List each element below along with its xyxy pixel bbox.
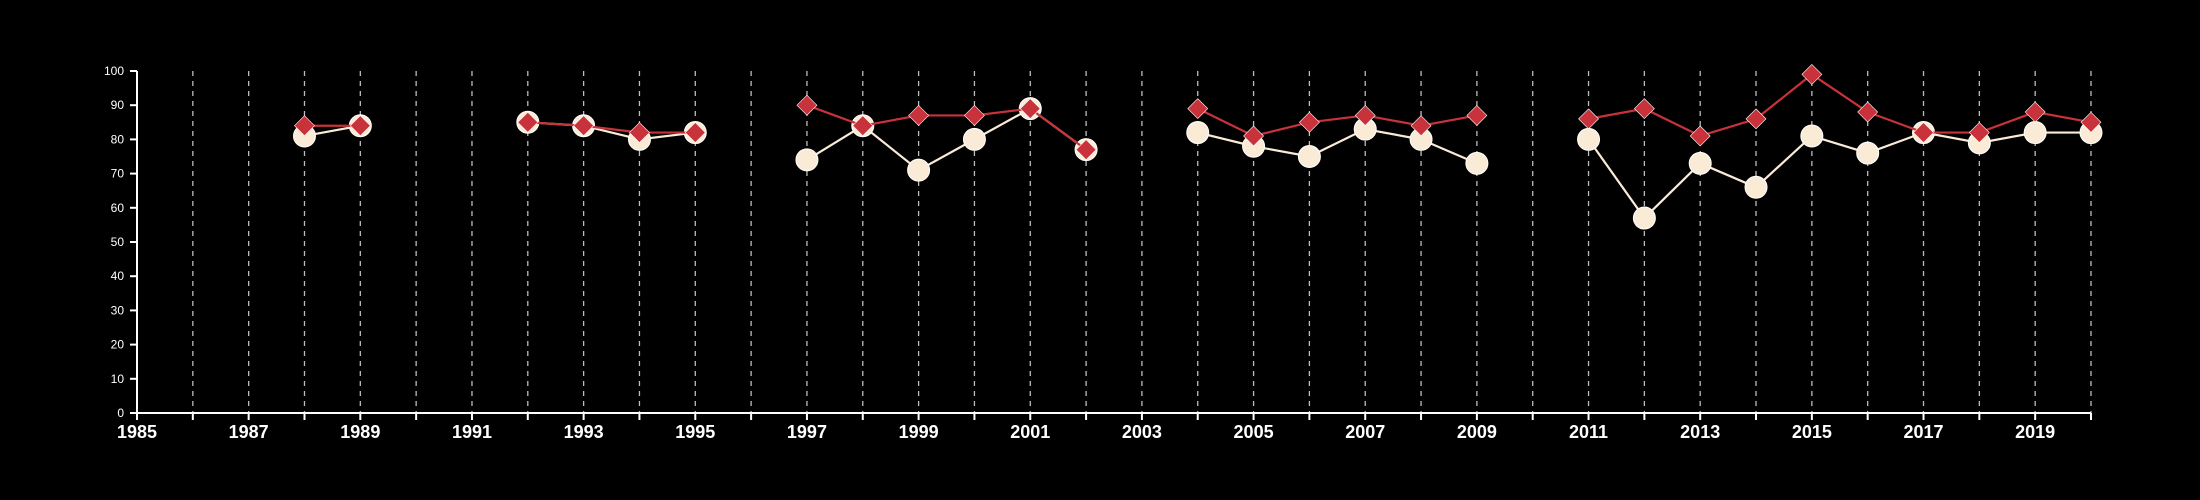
x-tick-label: 1991 [452, 422, 492, 442]
x-tick-label: 1999 [899, 422, 939, 442]
data-point-circle [1465, 151, 1489, 175]
data-point-diamond [1857, 101, 1879, 123]
data-point-circle [1577, 127, 1601, 151]
x-tick-label: 2019 [2015, 422, 2055, 442]
data-point-diamond [1354, 105, 1376, 126]
data-point-diamond [1298, 111, 1320, 133]
x-tick-label: 2015 [1792, 422, 1832, 442]
data-point-diamond [517, 111, 539, 133]
y-tick-label: 100 [104, 64, 124, 78]
x-tick-label: 2013 [1680, 422, 1720, 442]
data-point-diamond [908, 105, 930, 126]
x-tick-label: 2017 [1903, 422, 1943, 442]
y-tick-label: 20 [111, 338, 125, 352]
y-tick-label: 30 [111, 303, 125, 317]
x-tick-label: 1985 [117, 422, 157, 442]
data-point-diamond [1968, 122, 1990, 143]
series-line [1197, 127, 1478, 165]
data-point-circle [2023, 121, 2047, 145]
data-point-diamond [1187, 98, 1209, 120]
data-point-diamond [1019, 98, 1041, 120]
data-point-diamond [1466, 105, 1488, 126]
data-point-diamond [2080, 111, 2102, 133]
series-line [1587, 131, 2091, 220]
data-point-diamond [1075, 139, 1097, 161]
x-tick-label: 2003 [1122, 422, 1162, 442]
data-point-diamond [1243, 125, 1264, 147]
data-point-diamond [2024, 101, 2046, 123]
data-point-circle [1800, 124, 1824, 148]
data-point-diamond [1578, 108, 1599, 130]
data-point-diamond [629, 122, 650, 143]
data-point-diamond [1801, 63, 1823, 85]
x-tick-label: 2011 [1569, 422, 1608, 442]
data-point-circle [1297, 145, 1321, 168]
series-diamond [294, 63, 2102, 161]
data-point-circle [1744, 175, 1768, 199]
data-point-diamond [796, 94, 818, 116]
x-tick-label: 2001 [1010, 422, 1050, 442]
data-point-circle [907, 158, 931, 182]
data-point-diamond [1633, 98, 1655, 120]
y-tick-label: 50 [111, 235, 125, 249]
data-point-circle [1186, 121, 1210, 145]
data-point-circle [1856, 141, 1880, 165]
grid-lines [192, 71, 2092, 413]
data-point-diamond [1689, 125, 1711, 147]
series-line [1588, 73, 2092, 138]
series-line [527, 121, 696, 134]
data-point-circle [1688, 151, 1712, 175]
data-point-diamond [964, 105, 985, 126]
data-point-diamond [852, 115, 874, 137]
y-tick-label: 70 [111, 167, 125, 181]
data-point-circle [1632, 206, 1656, 230]
axes: 1985 1987 1989 1991 1993 1995 1997 1999 2001 2003… [104, 64, 2092, 442]
data-point-diamond [1745, 108, 1767, 130]
series-line [1197, 107, 1478, 138]
x-tick-label: 1993 [564, 422, 604, 442]
data-point-diamond [349, 115, 371, 137]
x-tick-label: 2005 [1234, 422, 1274, 442]
x-tick-label: 2007 [1345, 422, 1385, 442]
data-point-diamond [573, 115, 595, 137]
y-tick-label: 90 [111, 98, 125, 112]
data-point-circle [962, 127, 986, 151]
x-tick-label: 1987 [229, 422, 269, 442]
y-tick-label: 40 [111, 269, 125, 283]
data-point-diamond [1913, 122, 1934, 143]
data-point-diamond [684, 122, 706, 143]
y-tick-label: 60 [111, 201, 125, 215]
data-point-diamond [294, 115, 315, 137]
y-tick-label: 0 [117, 406, 124, 420]
x-tick-label: 1995 [675, 422, 715, 442]
y-tick-label: 10 [111, 372, 125, 386]
x-tick-label: 1997 [787, 422, 827, 442]
y-tick-label: 80 [111, 132, 125, 146]
x-tick-label: 1989 [340, 422, 380, 442]
x-tick-label: 2009 [1457, 422, 1497, 442]
series-line [806, 104, 1087, 151]
data-point-diamond [1410, 115, 1432, 137]
data-point-circle [795, 148, 819, 172]
